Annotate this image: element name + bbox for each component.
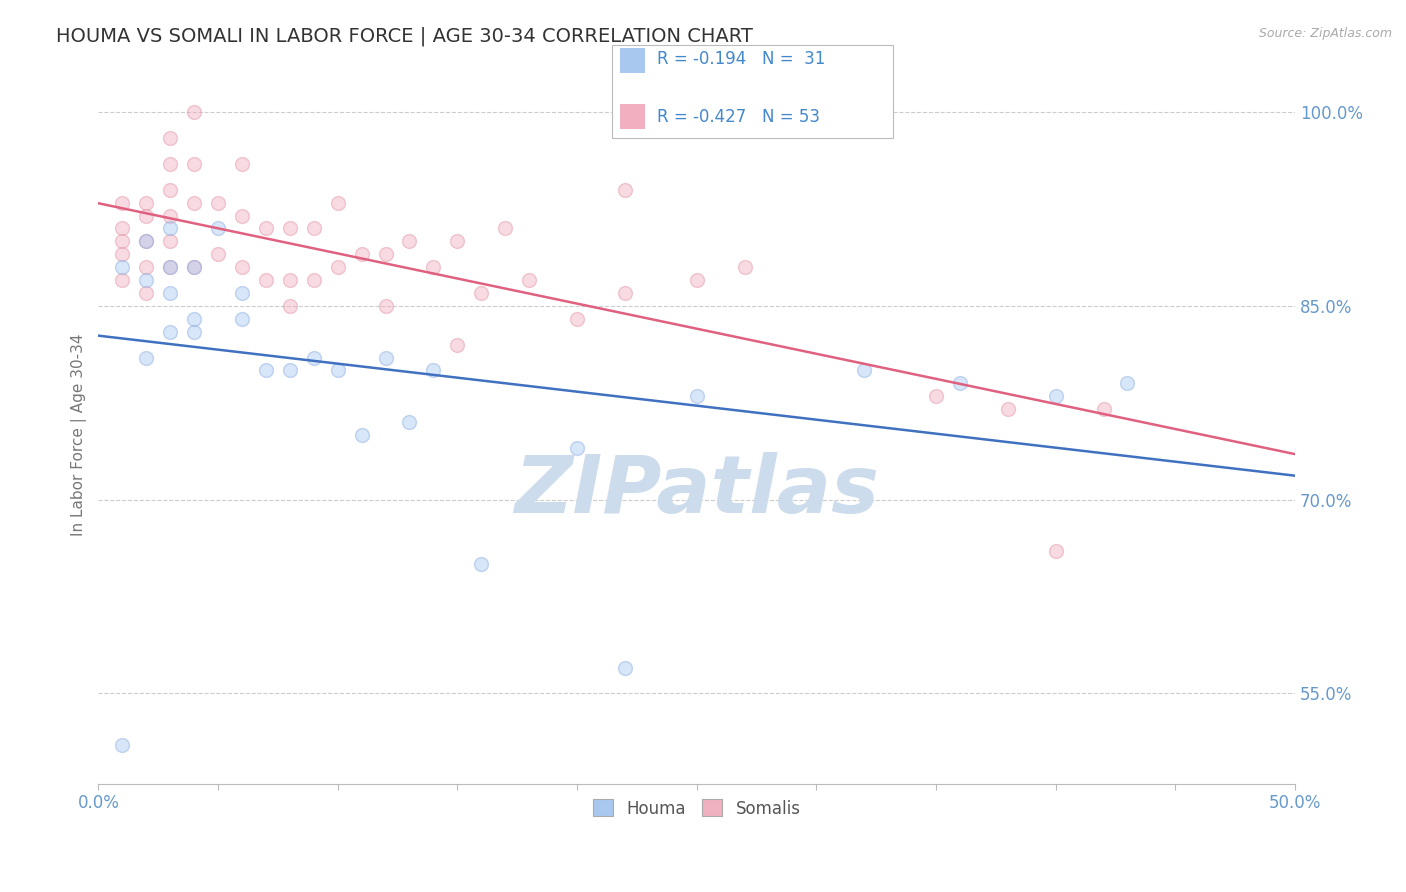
Point (159, 285, 181, 300)
Point (159, 325, 181, 339)
Point (159, 260, 181, 275)
Point (1116, 376, 1139, 391)
Point (135, 285, 157, 300)
Point (183, 260, 205, 275)
Point (422, 363, 444, 377)
Point (159, 209, 181, 223)
Point (111, 738, 134, 752)
Point (254, 221, 277, 235)
Point (374, 299, 396, 313)
Point (374, 351, 396, 365)
Point (278, 299, 301, 313)
Point (302, 351, 325, 365)
Point (135, 273, 157, 287)
Point (326, 195, 349, 210)
Point (231, 260, 253, 275)
Point (111, 221, 134, 235)
Point (326, 363, 349, 377)
Point (278, 221, 301, 235)
Point (949, 376, 972, 391)
Point (422, 260, 444, 275)
Point (446, 235, 468, 249)
Point (302, 273, 325, 287)
Point (565, 311, 588, 326)
Point (350, 428, 373, 442)
Text: Source: ZipAtlas.com: Source: ZipAtlas.com (1258, 27, 1392, 40)
Point (135, 195, 157, 210)
Point (278, 273, 301, 287)
Point (278, 363, 301, 377)
Point (183, 105, 205, 120)
Y-axis label: In Labor Force | Age 30-34: In Labor Force | Age 30-34 (72, 334, 87, 536)
Point (925, 389, 948, 403)
Point (326, 260, 349, 275)
Point (183, 157, 205, 171)
Point (111, 273, 134, 287)
Point (350, 247, 373, 261)
Text: ZIPatlas: ZIPatlas (515, 452, 879, 530)
Point (470, 285, 492, 300)
Point (159, 260, 181, 275)
Point (111, 247, 134, 261)
Point (565, 441, 588, 455)
Point (183, 195, 205, 210)
Point (231, 209, 253, 223)
Point (159, 235, 181, 249)
Point (398, 415, 420, 429)
Point (207, 195, 229, 210)
Point (1045, 389, 1067, 403)
Point (159, 221, 181, 235)
Point (207, 221, 229, 235)
Point (613, 285, 636, 300)
Point (135, 235, 157, 249)
Point (135, 209, 157, 223)
Point (183, 325, 205, 339)
Point (374, 247, 396, 261)
Point (231, 285, 253, 300)
Point (302, 221, 325, 235)
Point (135, 235, 157, 249)
Point (997, 402, 1019, 417)
Point (135, 260, 157, 275)
Point (254, 273, 277, 287)
Point (686, 273, 709, 287)
Text: R = -0.427   N = 53: R = -0.427 N = 53 (657, 108, 820, 126)
Point (613, 660, 636, 674)
Point (111, 235, 134, 249)
Text: HOUMA VS SOMALI IN LABOR FORCE | AGE 30-34 CORRELATION CHART: HOUMA VS SOMALI IN LABOR FORCE | AGE 30-… (56, 27, 754, 46)
Point (254, 363, 277, 377)
Point (207, 247, 229, 261)
Legend: Houma, Somalis: Houma, Somalis (586, 793, 807, 824)
Point (111, 260, 134, 275)
Point (231, 157, 253, 171)
Point (853, 363, 876, 377)
Point (686, 389, 709, 403)
Point (1045, 544, 1067, 558)
Point (159, 157, 181, 171)
Point (183, 260, 205, 275)
Point (494, 221, 516, 235)
Point (1092, 402, 1115, 417)
Point (159, 183, 181, 197)
Point (398, 235, 420, 249)
Point (613, 183, 636, 197)
Point (183, 311, 205, 326)
Point (231, 311, 253, 326)
Point (159, 131, 181, 145)
Point (446, 337, 468, 351)
Text: R = -0.194   N =  31: R = -0.194 N = 31 (657, 50, 825, 68)
Point (734, 260, 756, 275)
Point (470, 558, 492, 572)
Point (517, 273, 540, 287)
Point (135, 351, 157, 365)
Point (111, 195, 134, 210)
